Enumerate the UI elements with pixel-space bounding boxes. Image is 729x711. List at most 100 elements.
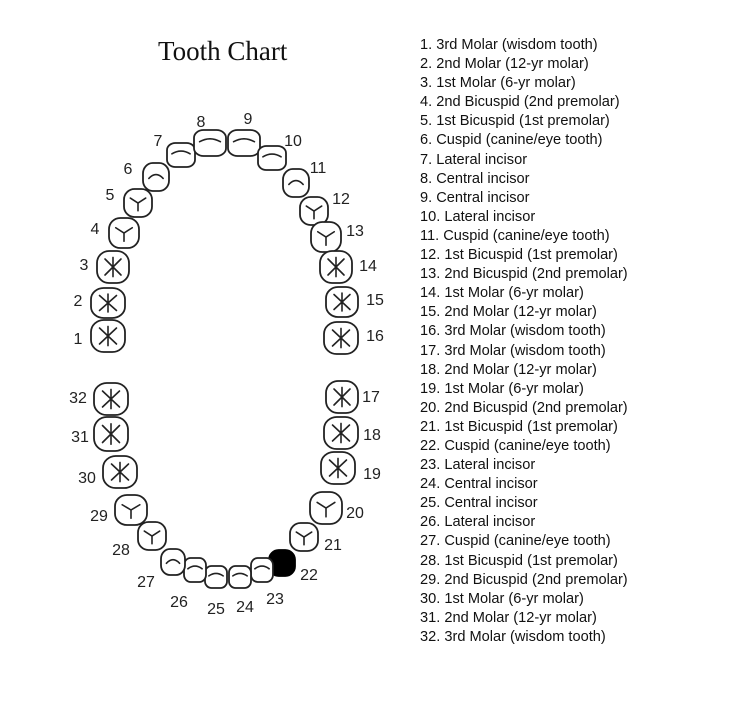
tooth-groove — [316, 501, 336, 518]
tooth-outline — [250, 557, 274, 583]
tooth-15 — [325, 286, 359, 318]
tooth-number-10: 10 — [284, 133, 302, 150]
tooth-23 — [250, 557, 274, 583]
tooth-groove — [165, 558, 181, 565]
tooth-groove — [333, 386, 351, 408]
legend-item-20: 20. 2nd Bicuspid (2nd premolar) — [420, 399, 628, 416]
legend-item-5: 5. 1st Bicuspid (1st premolar) — [420, 113, 610, 130]
tooth-number-18: 18 — [363, 427, 381, 444]
tooth-number-11: 11 — [310, 160, 327, 177]
tooth-13 — [310, 221, 342, 253]
legend-item-7: 7. Lateral incisor — [420, 151, 528, 168]
legend-item-1: 1. 3rd Molar (wisdom tooth) — [420, 37, 598, 53]
tooth-number-8: 8 — [197, 114, 206, 131]
legend-item-23: 23. Lateral incisor — [420, 457, 536, 474]
tooth-number-6: 6 — [124, 161, 133, 178]
tooth-number-24: 24 — [236, 599, 254, 616]
legend-item-13: 13. 2nd Bicuspid (2nd premolar) — [420, 266, 628, 283]
tooth-19 — [320, 451, 356, 485]
tooth-outline — [204, 565, 228, 589]
tooth-28 — [137, 521, 167, 551]
legend-item-29: 29. 2nd Bicuspid (2nd premolar) — [420, 571, 628, 588]
legend-item-8: 8. Central incisor — [420, 170, 530, 187]
tooth-11 — [282, 168, 310, 198]
tooth-groove — [232, 137, 256, 143]
tooth-groove — [305, 205, 323, 220]
legend-item-18: 18. 2nd Molar (12-yr molar) — [420, 361, 597, 378]
tooth-27 — [160, 548, 186, 576]
tooth-7 — [166, 142, 196, 168]
legend-item-10: 10. Lateral incisor — [420, 208, 536, 225]
tooth-20 — [309, 491, 343, 525]
tooth-outline — [142, 162, 170, 192]
tooth-groove — [101, 388, 121, 410]
tooth-groove — [101, 423, 121, 445]
tooth-number-26: 26 — [170, 594, 188, 611]
legend-item-15: 15. 2nd Molar (12-yr molar) — [420, 304, 597, 321]
legend-item-32: 32. 3rd Molar (wisdom tooth) — [420, 628, 606, 645]
tooth-groove — [288, 179, 304, 186]
tooth-outline — [228, 565, 252, 589]
legend-item-2: 2. 2nd Molar (12-yr molar) — [420, 56, 589, 73]
tooth-10 — [257, 145, 287, 171]
legend-item-30: 30. 1st Molar (6-yr molar) — [420, 590, 584, 607]
tooth-groove — [316, 230, 336, 247]
tooth-number-2: 2 — [74, 293, 83, 310]
tooth-32 — [93, 382, 129, 416]
tooth-29 — [114, 494, 148, 526]
tooth-groove — [171, 150, 191, 155]
tooth-legend: 1. 3rd Molar (wisdom tooth) 2. 2nd Molar … — [420, 36, 628, 647]
tooth-number-22: 22 — [300, 567, 318, 584]
legend-item-22: 22. Cuspid (canine/eye tooth) — [420, 437, 611, 454]
tooth-groove — [333, 292, 351, 312]
tooth-14 — [319, 250, 353, 284]
legend-item-16: 16. 3rd Molar (wisdom tooth) — [420, 323, 606, 340]
tooth-9 — [227, 129, 261, 157]
tooth-8 — [193, 129, 227, 157]
tooth-30 — [102, 455, 138, 489]
tooth-number-32: 32 — [69, 390, 87, 407]
legend-item-9: 9. Central incisor — [420, 189, 530, 206]
tooth-number-23: 23 — [266, 591, 284, 608]
tooth-outline — [227, 129, 261, 157]
tooth-26 — [183, 557, 207, 583]
tooth-6 — [142, 162, 170, 192]
tooth-number-29: 29 — [90, 508, 108, 525]
tooth-groove — [262, 153, 282, 158]
tooth-number-7: 7 — [154, 133, 163, 150]
tooth-2 — [90, 287, 126, 319]
tooth-21 — [289, 522, 319, 552]
tooth-groove — [121, 503, 141, 520]
tooth-number-1: 1 — [74, 331, 83, 348]
tooth-groove — [327, 256, 345, 278]
legend-item-25: 25. Central incisor — [420, 495, 538, 512]
legend-item-31: 31. 2nd Molar (12-yr molar) — [420, 609, 597, 626]
chart-title: Tooth Chart — [158, 36, 288, 66]
tooth-groove — [104, 256, 122, 278]
tooth-number-25: 25 — [207, 601, 225, 618]
tooth-number-17: 17 — [362, 389, 380, 406]
tooth-3 — [96, 250, 130, 284]
tooth-number-13: 13 — [346, 223, 364, 240]
legend-item-26: 26. Lateral incisor — [420, 514, 536, 531]
legend-item-4: 4. 2nd Bicuspid (2nd premolar) — [420, 94, 620, 111]
tooth-number-5: 5 — [106, 187, 115, 204]
tooth-number-20: 20 — [346, 505, 364, 522]
tooth-number-12: 12 — [332, 191, 350, 208]
tooth-groove — [331, 422, 351, 444]
tooth-groove — [187, 565, 203, 570]
tooth-groove — [148, 173, 164, 180]
legend-item-17: 17. 3rd Molar (wisdom tooth) — [420, 342, 606, 359]
tooth-groove — [331, 327, 351, 349]
tooth-groove — [129, 197, 147, 212]
tooth-groove — [98, 293, 118, 313]
tooth-12 — [299, 196, 329, 226]
tooth-outline — [282, 168, 310, 198]
tooth-groove — [295, 531, 313, 546]
legend-item-11: 11. Cuspid (canine/eye tooth) — [420, 227, 610, 244]
tooth-number-9: 9 — [244, 111, 253, 128]
tooth-number-16: 16 — [366, 328, 384, 345]
legend-item-19: 19. 1st Molar (6-yr molar) — [420, 380, 584, 397]
